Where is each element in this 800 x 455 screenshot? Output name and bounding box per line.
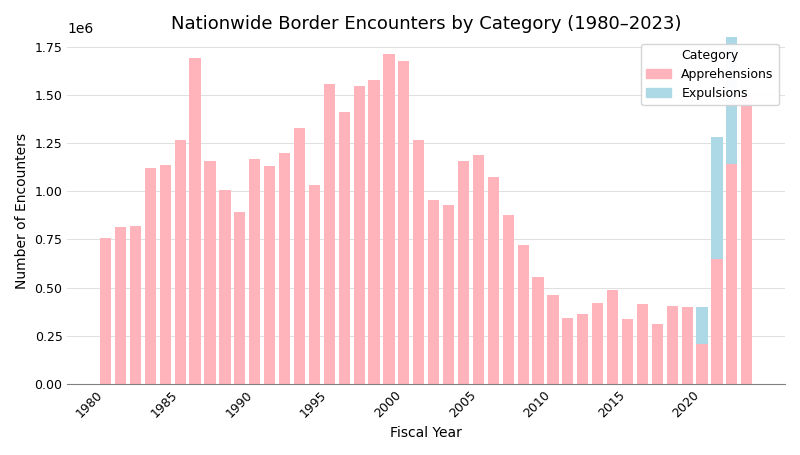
Bar xyxy=(413,140,424,384)
Bar xyxy=(697,307,708,344)
Bar xyxy=(711,137,722,259)
Bar xyxy=(443,205,454,384)
Bar xyxy=(652,324,663,384)
Bar xyxy=(294,128,305,384)
Bar xyxy=(682,308,693,384)
X-axis label: Fiscal Year: Fiscal Year xyxy=(390,426,462,440)
Bar xyxy=(190,58,201,384)
Bar xyxy=(338,112,350,384)
Bar xyxy=(428,200,439,384)
Bar xyxy=(219,190,230,384)
Bar xyxy=(369,80,380,384)
Bar xyxy=(145,168,156,384)
Bar xyxy=(100,238,111,384)
Bar xyxy=(577,314,588,384)
Bar xyxy=(622,319,633,384)
Bar xyxy=(249,159,260,384)
Bar xyxy=(383,54,394,384)
Bar xyxy=(637,304,648,384)
Bar xyxy=(547,295,558,384)
Bar xyxy=(726,0,738,164)
Bar xyxy=(160,165,171,384)
Bar xyxy=(533,277,544,384)
Bar xyxy=(473,155,484,384)
Bar xyxy=(607,290,618,384)
Bar xyxy=(309,185,320,384)
Bar xyxy=(458,161,469,384)
Legend: Apprehensions, Expulsions: Apprehensions, Expulsions xyxy=(642,44,778,105)
Bar xyxy=(666,306,678,384)
Bar xyxy=(264,166,275,384)
Bar xyxy=(562,318,574,384)
Bar xyxy=(726,164,738,384)
Bar xyxy=(398,61,410,384)
Bar xyxy=(741,95,752,384)
Bar xyxy=(174,140,186,384)
Bar xyxy=(234,212,246,384)
Y-axis label: Number of Encounters: Number of Encounters xyxy=(15,132,29,288)
Bar xyxy=(354,86,365,384)
Bar xyxy=(502,215,514,384)
Bar xyxy=(130,226,141,384)
Bar xyxy=(205,161,215,384)
Bar xyxy=(592,303,603,384)
Title: Nationwide Border Encounters by Category (1980–2023): Nationwide Border Encounters by Category… xyxy=(171,15,682,33)
Bar xyxy=(697,344,708,384)
Bar xyxy=(488,177,499,384)
Bar xyxy=(518,245,529,384)
Bar xyxy=(279,153,290,384)
Bar xyxy=(115,227,126,384)
Bar xyxy=(324,85,335,384)
Bar xyxy=(711,259,722,384)
